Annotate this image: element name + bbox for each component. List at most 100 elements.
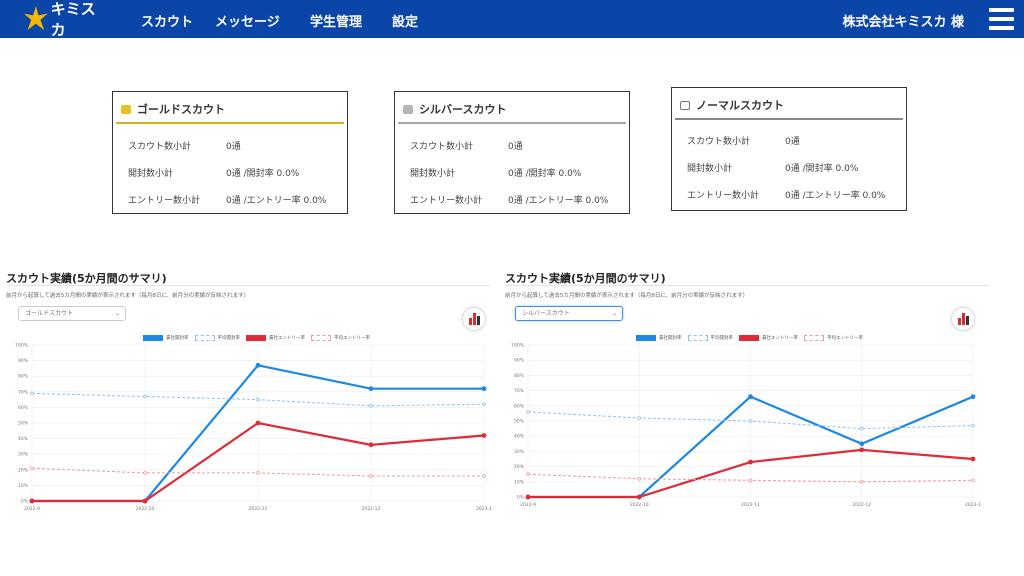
x-tick-label: 2022-11 <box>249 506 268 512</box>
legend-item[interactable]: 平均開封率 <box>194 335 241 341</box>
top-header: キミスカ スカウト メッセージ 学生管理 設定 株式会社キミスカ 様 <box>0 0 1024 39</box>
y-tick-label: 0% <box>517 495 525 501</box>
card-title: ノーマルスカウト <box>680 97 784 113</box>
x-tick-label: 2022-10 <box>136 506 155 512</box>
hamburger-menu-icon[interactable] <box>989 8 1014 31</box>
data-point[interactable] <box>970 394 976 400</box>
bar-chart-icon[interactable] <box>952 308 974 330</box>
data-point[interactable] <box>859 447 865 453</box>
data-point[interactable] <box>859 426 864 431</box>
card-title-text: シルバースカウト <box>419 103 507 116</box>
card-divider <box>116 122 344 124</box>
data-point[interactable] <box>256 397 260 402</box>
data-point[interactable] <box>748 478 753 483</box>
legend-label: 貴社エントリー率 <box>762 336 798 341</box>
data-point[interactable] <box>637 416 642 420</box>
y-tick-label: 10% <box>514 479 525 485</box>
data-point[interactable] <box>256 471 260 475</box>
data-point[interactable] <box>636 494 642 500</box>
section-description: 前月から起算して過去5カ月間の実績が表示されます（毎月8日に、前月分の実績が反映… <box>6 293 250 299</box>
legend-item[interactable]: 平均開封率 <box>687 335 733 341</box>
envelope-icon <box>680 100 690 110</box>
legend-item[interactable]: 貴社エントリー率 <box>246 335 305 341</box>
data-point[interactable] <box>481 433 487 438</box>
data-point[interactable] <box>143 394 147 399</box>
section-description: 前月から起算して過去5カ月間の実績が表示されます（毎月8日に、前月分の実績が反映… <box>505 293 749 299</box>
y-tick-label: 0% <box>21 499 29 505</box>
legend-label: 平均開封率 <box>217 336 241 341</box>
data-point[interactable] <box>369 404 373 408</box>
legend-item[interactable]: 平均エントリー率 <box>804 335 863 341</box>
data-point[interactable] <box>971 423 975 428</box>
card-title: ゴールドスカウト <box>121 101 225 117</box>
scout-count-label: スカウト数小計 <box>410 142 474 152</box>
scout-type-select[interactable]: シルバースカウト ⌄ <box>515 306 623 321</box>
y-tick-label: 50% <box>18 421 29 427</box>
legend-swatch <box>143 335 163 341</box>
scout-count-value: 0通 <box>785 137 800 147</box>
data-point[interactable] <box>859 441 865 447</box>
y-tick-label: 40% <box>18 436 29 442</box>
nav-settings[interactable]: 設定 <box>392 15 419 30</box>
scout-type-select[interactable]: ゴールドスカウト ⌄ <box>18 306 126 321</box>
x-tick-label: 2022-9 <box>24 506 40 512</box>
data-point[interactable] <box>748 394 753 400</box>
nav-student-management[interactable]: 学生管理 <box>310 15 363 30</box>
data-point[interactable] <box>30 466 34 471</box>
data-point[interactable] <box>482 474 486 478</box>
data-point[interactable] <box>526 410 530 414</box>
chevron-down-icon: ⌄ <box>114 310 120 317</box>
select-value: シルバースカウト <box>522 310 570 317</box>
x-tick-label: 2023-1 <box>476 506 492 512</box>
card-title: シルバースカウト <box>403 101 506 117</box>
data-point[interactable] <box>255 420 261 426</box>
data-point[interactable] <box>142 498 148 504</box>
data-point[interactable] <box>368 442 374 448</box>
logo[interactable]: キミスカ <box>22 0 106 39</box>
legend-swatch <box>246 335 266 341</box>
card-normal-scout: ノーマルスカウト スカウト数小計 0通 開封数小計 0通 /開封率 0.0% エ… <box>671 87 907 211</box>
legend-item[interactable]: 貴社開封率 <box>636 335 682 341</box>
y-tick-label: 30% <box>18 452 29 458</box>
data-point[interactable] <box>525 494 531 500</box>
data-point[interactable] <box>30 391 34 396</box>
data-point[interactable] <box>255 362 261 368</box>
line-chart: 0% 10% 20% 30% 40% 50% 60% 70% 80% 90% 100% 2022-9 2… <box>15 343 492 513</box>
nav-scout[interactable]: スカウト <box>141 15 194 30</box>
company-name[interactable]: 株式会社キミスカ 様 <box>842 15 964 30</box>
legend-label: 貴社開封率 <box>659 336 682 341</box>
data-point[interactable] <box>369 474 373 478</box>
data-point[interactable] <box>971 478 975 483</box>
data-point[interactable] <box>368 386 374 392</box>
y-tick-label: 90% <box>514 358 525 364</box>
envelope-icon <box>121 104 131 114</box>
data-point[interactable] <box>481 386 487 392</box>
data-point[interactable] <box>526 472 530 477</box>
card-divider <box>675 118 903 120</box>
open-count-label: 開封数小計 <box>128 169 174 179</box>
nav-message[interactable]: メッセージ <box>215 15 280 30</box>
x-tick-label: 2022-12 <box>852 502 871 508</box>
data-point[interactable] <box>637 476 642 481</box>
data-point[interactable] <box>748 419 753 423</box>
data-point[interactable] <box>29 498 35 504</box>
x-tick-label: 2022-12 <box>362 506 381 512</box>
entry-count-label: エントリー数小計 <box>128 196 201 206</box>
legend-item[interactable]: 貴社エントリー率 <box>739 335 798 341</box>
data-point[interactable] <box>748 459 753 465</box>
card-title-text: ゴールドスカウト <box>137 103 225 116</box>
data-point[interactable] <box>143 471 147 475</box>
data-point[interactable] <box>970 456 976 462</box>
legend-label: 平均エントリー率 <box>334 336 370 341</box>
x-tick-label: 2022-11 <box>741 502 760 508</box>
data-point[interactable] <box>859 480 864 484</box>
legend-swatch <box>311 335 331 341</box>
y-tick-label: 100% <box>511 343 525 349</box>
data-point[interactable] <box>482 402 486 407</box>
x-tick-label: 2023-1 <box>965 502 981 508</box>
legend-item[interactable]: 平均エントリー率 <box>311 335 370 341</box>
y-tick-label: 60% <box>18 405 29 411</box>
card-divider <box>398 122 626 124</box>
legend-item[interactable]: 貴社開封率 <box>143 335 189 341</box>
bar-chart-icon[interactable] <box>463 308 485 330</box>
